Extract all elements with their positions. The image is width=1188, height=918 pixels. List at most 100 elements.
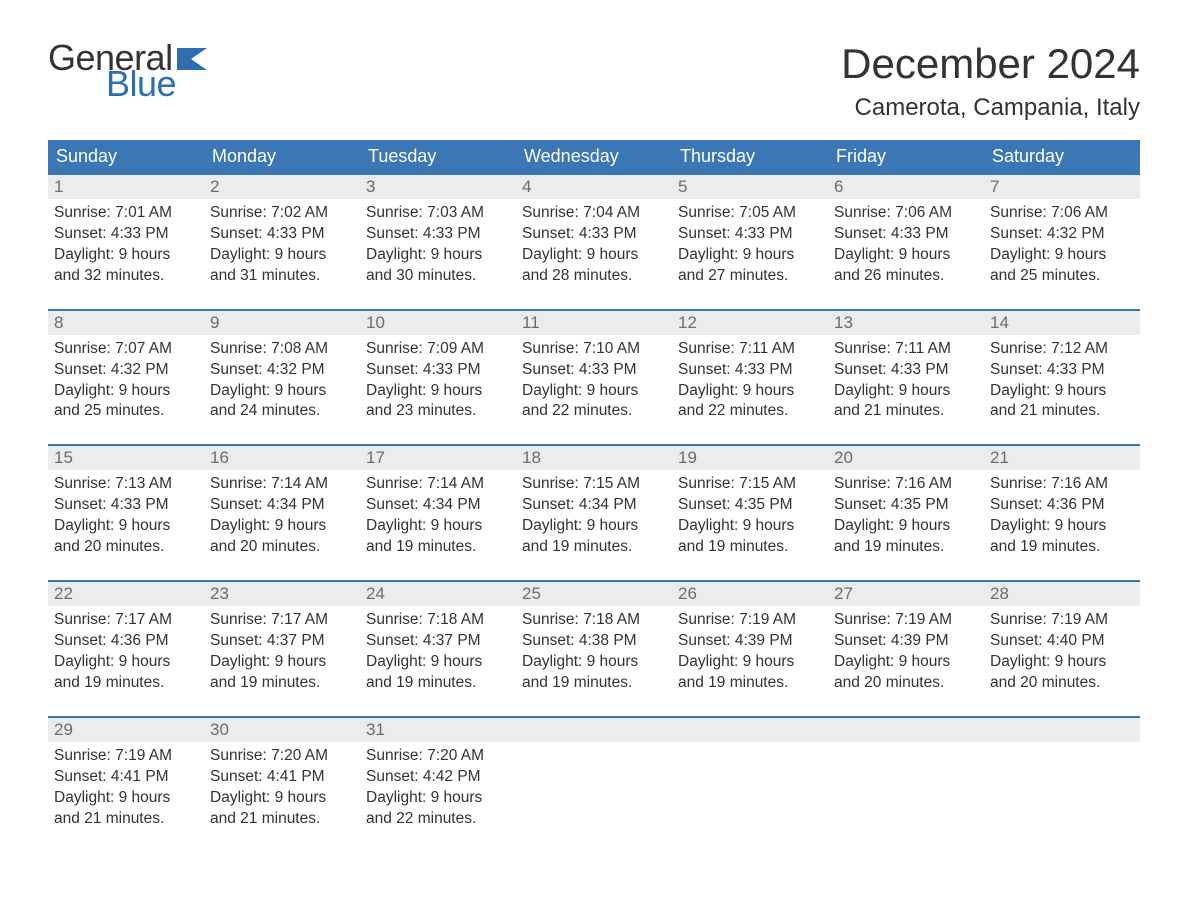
sunset-text: Sunset: 4:33 PM — [522, 224, 666, 245]
sunset-text: Sunset: 4:34 PM — [210, 495, 354, 516]
sunrise-text: Sunrise: 7:10 AM — [522, 339, 666, 360]
calendar-cell: 24Sunrise: 7:18 AMSunset: 4:37 PMDayligh… — [360, 580, 516, 716]
calendar-cell: 2Sunrise: 7:02 AMSunset: 4:33 PMDaylight… — [204, 173, 360, 309]
month-title: December 2024 — [841, 40, 1140, 88]
sunrise-text: Sunrise: 7:08 AM — [210, 339, 354, 360]
day-details: Sunrise: 7:03 AMSunset: 4:33 PMDaylight:… — [360, 199, 516, 309]
daylight-text-line1: Daylight: 9 hours — [54, 516, 198, 537]
day-number: 8 — [48, 309, 204, 335]
day-details: Sunrise: 7:11 AMSunset: 4:33 PMDaylight:… — [672, 335, 828, 445]
weekday-header: Sunday — [48, 140, 204, 173]
calendar-cell — [516, 716, 672, 852]
sunrise-text: Sunrise: 7:01 AM — [54, 203, 198, 224]
day-details: Sunrise: 7:08 AMSunset: 4:32 PMDaylight:… — [204, 335, 360, 445]
day-details: Sunrise: 7:10 AMSunset: 4:33 PMDaylight:… — [516, 335, 672, 445]
sunrise-text: Sunrise: 7:03 AM — [366, 203, 510, 224]
sunset-text: Sunset: 4:33 PM — [54, 495, 198, 516]
day-number: 3 — [360, 173, 516, 199]
day-details: Sunrise: 7:06 AMSunset: 4:32 PMDaylight:… — [984, 199, 1140, 309]
sunset-text: Sunset: 4:33 PM — [54, 224, 198, 245]
sunrise-text: Sunrise: 7:15 AM — [522, 474, 666, 495]
calendar-cell: 12Sunrise: 7:11 AMSunset: 4:33 PMDayligh… — [672, 309, 828, 445]
day-details: Sunrise: 7:17 AMSunset: 4:37 PMDaylight:… — [204, 606, 360, 716]
daylight-text-line2: and 32 minutes. — [54, 266, 198, 287]
weekday-header: Thursday — [672, 140, 828, 173]
calendar-row: 8Sunrise: 7:07 AMSunset: 4:32 PMDaylight… — [48, 309, 1140, 445]
sunrise-text: Sunrise: 7:19 AM — [678, 610, 822, 631]
day-number: 29 — [48, 716, 204, 742]
sunrise-text: Sunrise: 7:17 AM — [54, 610, 198, 631]
sunset-text: Sunset: 4:37 PM — [210, 631, 354, 652]
day-details: Sunrise: 7:20 AMSunset: 4:41 PMDaylight:… — [204, 742, 360, 852]
daylight-text-line2: and 20 minutes. — [990, 673, 1134, 694]
day-details: Sunrise: 7:16 AMSunset: 4:35 PMDaylight:… — [828, 470, 984, 580]
day-details: Sunrise: 7:05 AMSunset: 4:33 PMDaylight:… — [672, 199, 828, 309]
daylight-text-line2: and 31 minutes. — [210, 266, 354, 287]
daylight-text-line1: Daylight: 9 hours — [54, 245, 198, 266]
day-details: Sunrise: 7:09 AMSunset: 4:33 PMDaylight:… — [360, 335, 516, 445]
sunrise-text: Sunrise: 7:13 AM — [54, 474, 198, 495]
sunset-text: Sunset: 4:33 PM — [210, 224, 354, 245]
daylight-text-line2: and 19 minutes. — [522, 537, 666, 558]
daylight-text-line1: Daylight: 9 hours — [834, 516, 978, 537]
daylight-text-line1: Daylight: 9 hours — [990, 245, 1134, 266]
calendar-cell: 1Sunrise: 7:01 AMSunset: 4:33 PMDaylight… — [48, 173, 204, 309]
day-details: Sunrise: 7:11 AMSunset: 4:33 PMDaylight:… — [828, 335, 984, 445]
day-details — [672, 742, 828, 768]
daylight-text-line2: and 20 minutes. — [834, 673, 978, 694]
calendar-cell: 7Sunrise: 7:06 AMSunset: 4:32 PMDaylight… — [984, 173, 1140, 309]
weekday-header: Monday — [204, 140, 360, 173]
daylight-text-line1: Daylight: 9 hours — [522, 652, 666, 673]
calendar-cell: 26Sunrise: 7:19 AMSunset: 4:39 PMDayligh… — [672, 580, 828, 716]
day-number: 18 — [516, 444, 672, 470]
weekday-header: Saturday — [984, 140, 1140, 173]
page-header: General Blue December 2024 Camerota, Cam… — [48, 40, 1140, 122]
daylight-text-line2: and 19 minutes. — [834, 537, 978, 558]
day-number — [516, 716, 672, 742]
calendar-cell: 20Sunrise: 7:16 AMSunset: 4:35 PMDayligh… — [828, 444, 984, 580]
day-details: Sunrise: 7:14 AMSunset: 4:34 PMDaylight:… — [360, 470, 516, 580]
day-number: 26 — [672, 580, 828, 606]
sunrise-text: Sunrise: 7:02 AM — [210, 203, 354, 224]
calendar-row: 22Sunrise: 7:17 AMSunset: 4:36 PMDayligh… — [48, 580, 1140, 716]
daylight-text-line1: Daylight: 9 hours — [210, 381, 354, 402]
sunset-text: Sunset: 4:39 PM — [834, 631, 978, 652]
daylight-text-line2: and 22 minutes. — [366, 809, 510, 830]
sunrise-text: Sunrise: 7:15 AM — [678, 474, 822, 495]
day-details: Sunrise: 7:18 AMSunset: 4:37 PMDaylight:… — [360, 606, 516, 716]
title-block: December 2024 Camerota, Campania, Italy — [841, 40, 1140, 122]
daylight-text-line1: Daylight: 9 hours — [366, 788, 510, 809]
daylight-text-line1: Daylight: 9 hours — [678, 516, 822, 537]
day-details: Sunrise: 7:12 AMSunset: 4:33 PMDaylight:… — [984, 335, 1140, 445]
daylight-text-line1: Daylight: 9 hours — [990, 652, 1134, 673]
day-number — [828, 716, 984, 742]
daylight-text-line2: and 19 minutes. — [678, 673, 822, 694]
day-details: Sunrise: 7:19 AMSunset: 4:40 PMDaylight:… — [984, 606, 1140, 716]
day-number — [984, 716, 1140, 742]
weekday-header: Tuesday — [360, 140, 516, 173]
sunset-text: Sunset: 4:42 PM — [366, 767, 510, 788]
day-number: 15 — [48, 444, 204, 470]
daylight-text-line2: and 28 minutes. — [522, 266, 666, 287]
sunrise-text: Sunrise: 7:04 AM — [522, 203, 666, 224]
sunrise-text: Sunrise: 7:16 AM — [990, 474, 1134, 495]
calendar-row: 29Sunrise: 7:19 AMSunset: 4:41 PMDayligh… — [48, 716, 1140, 852]
sunset-text: Sunset: 4:34 PM — [366, 495, 510, 516]
calendar-cell: 9Sunrise: 7:08 AMSunset: 4:32 PMDaylight… — [204, 309, 360, 445]
day-number: 30 — [204, 716, 360, 742]
day-details: Sunrise: 7:17 AMSunset: 4:36 PMDaylight:… — [48, 606, 204, 716]
calendar-cell: 4Sunrise: 7:04 AMSunset: 4:33 PMDaylight… — [516, 173, 672, 309]
sunset-text: Sunset: 4:39 PM — [678, 631, 822, 652]
sunrise-text: Sunrise: 7:07 AM — [54, 339, 198, 360]
calendar-cell: 8Sunrise: 7:07 AMSunset: 4:32 PMDaylight… — [48, 309, 204, 445]
daylight-text-line1: Daylight: 9 hours — [210, 652, 354, 673]
day-number: 19 — [672, 444, 828, 470]
day-number — [672, 716, 828, 742]
day-details — [984, 742, 1140, 768]
sunset-text: Sunset: 4:33 PM — [834, 224, 978, 245]
day-number: 7 — [984, 173, 1140, 199]
calendar-row: 15Sunrise: 7:13 AMSunset: 4:33 PMDayligh… — [48, 444, 1140, 580]
day-number: 24 — [360, 580, 516, 606]
day-number: 6 — [828, 173, 984, 199]
daylight-text-line1: Daylight: 9 hours — [834, 381, 978, 402]
